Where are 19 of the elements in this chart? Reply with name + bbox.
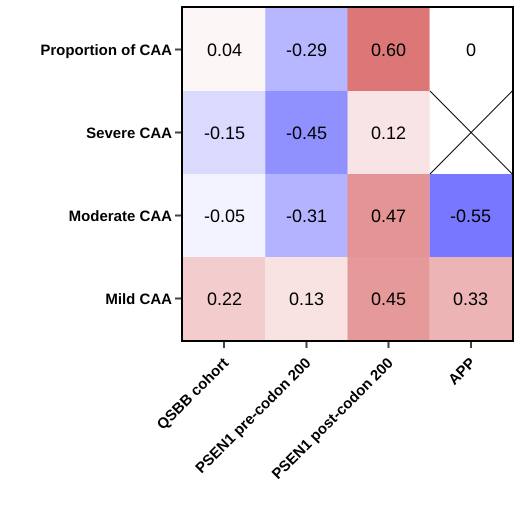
data-label: -0.15 xyxy=(204,123,246,143)
y-tick-label: Moderate CAA xyxy=(68,208,172,225)
data-label: 0.22 xyxy=(207,289,242,309)
data-label: 0.13 xyxy=(289,289,324,309)
data-label: 0.04 xyxy=(207,40,242,60)
data-label: 0.12 xyxy=(371,123,406,143)
data-label: -0.29 xyxy=(286,40,328,60)
y-tick-label: Proportion of CAA xyxy=(40,42,172,59)
data-label: 0.45 xyxy=(371,289,406,309)
data-label: -0.05 xyxy=(204,206,246,226)
data-label: 0.47 xyxy=(371,206,406,226)
y-tick-label: Mild CAA xyxy=(105,290,172,308)
data-label: 0 xyxy=(466,40,476,60)
data-label: -0.31 xyxy=(286,206,328,226)
y-tick-label: Severe CAA xyxy=(86,124,172,142)
data-label: -0.45 xyxy=(286,123,328,143)
data-label: 0.33 xyxy=(453,289,488,309)
data-label: 0.60 xyxy=(371,40,406,60)
data-label: -0.55 xyxy=(450,206,492,226)
